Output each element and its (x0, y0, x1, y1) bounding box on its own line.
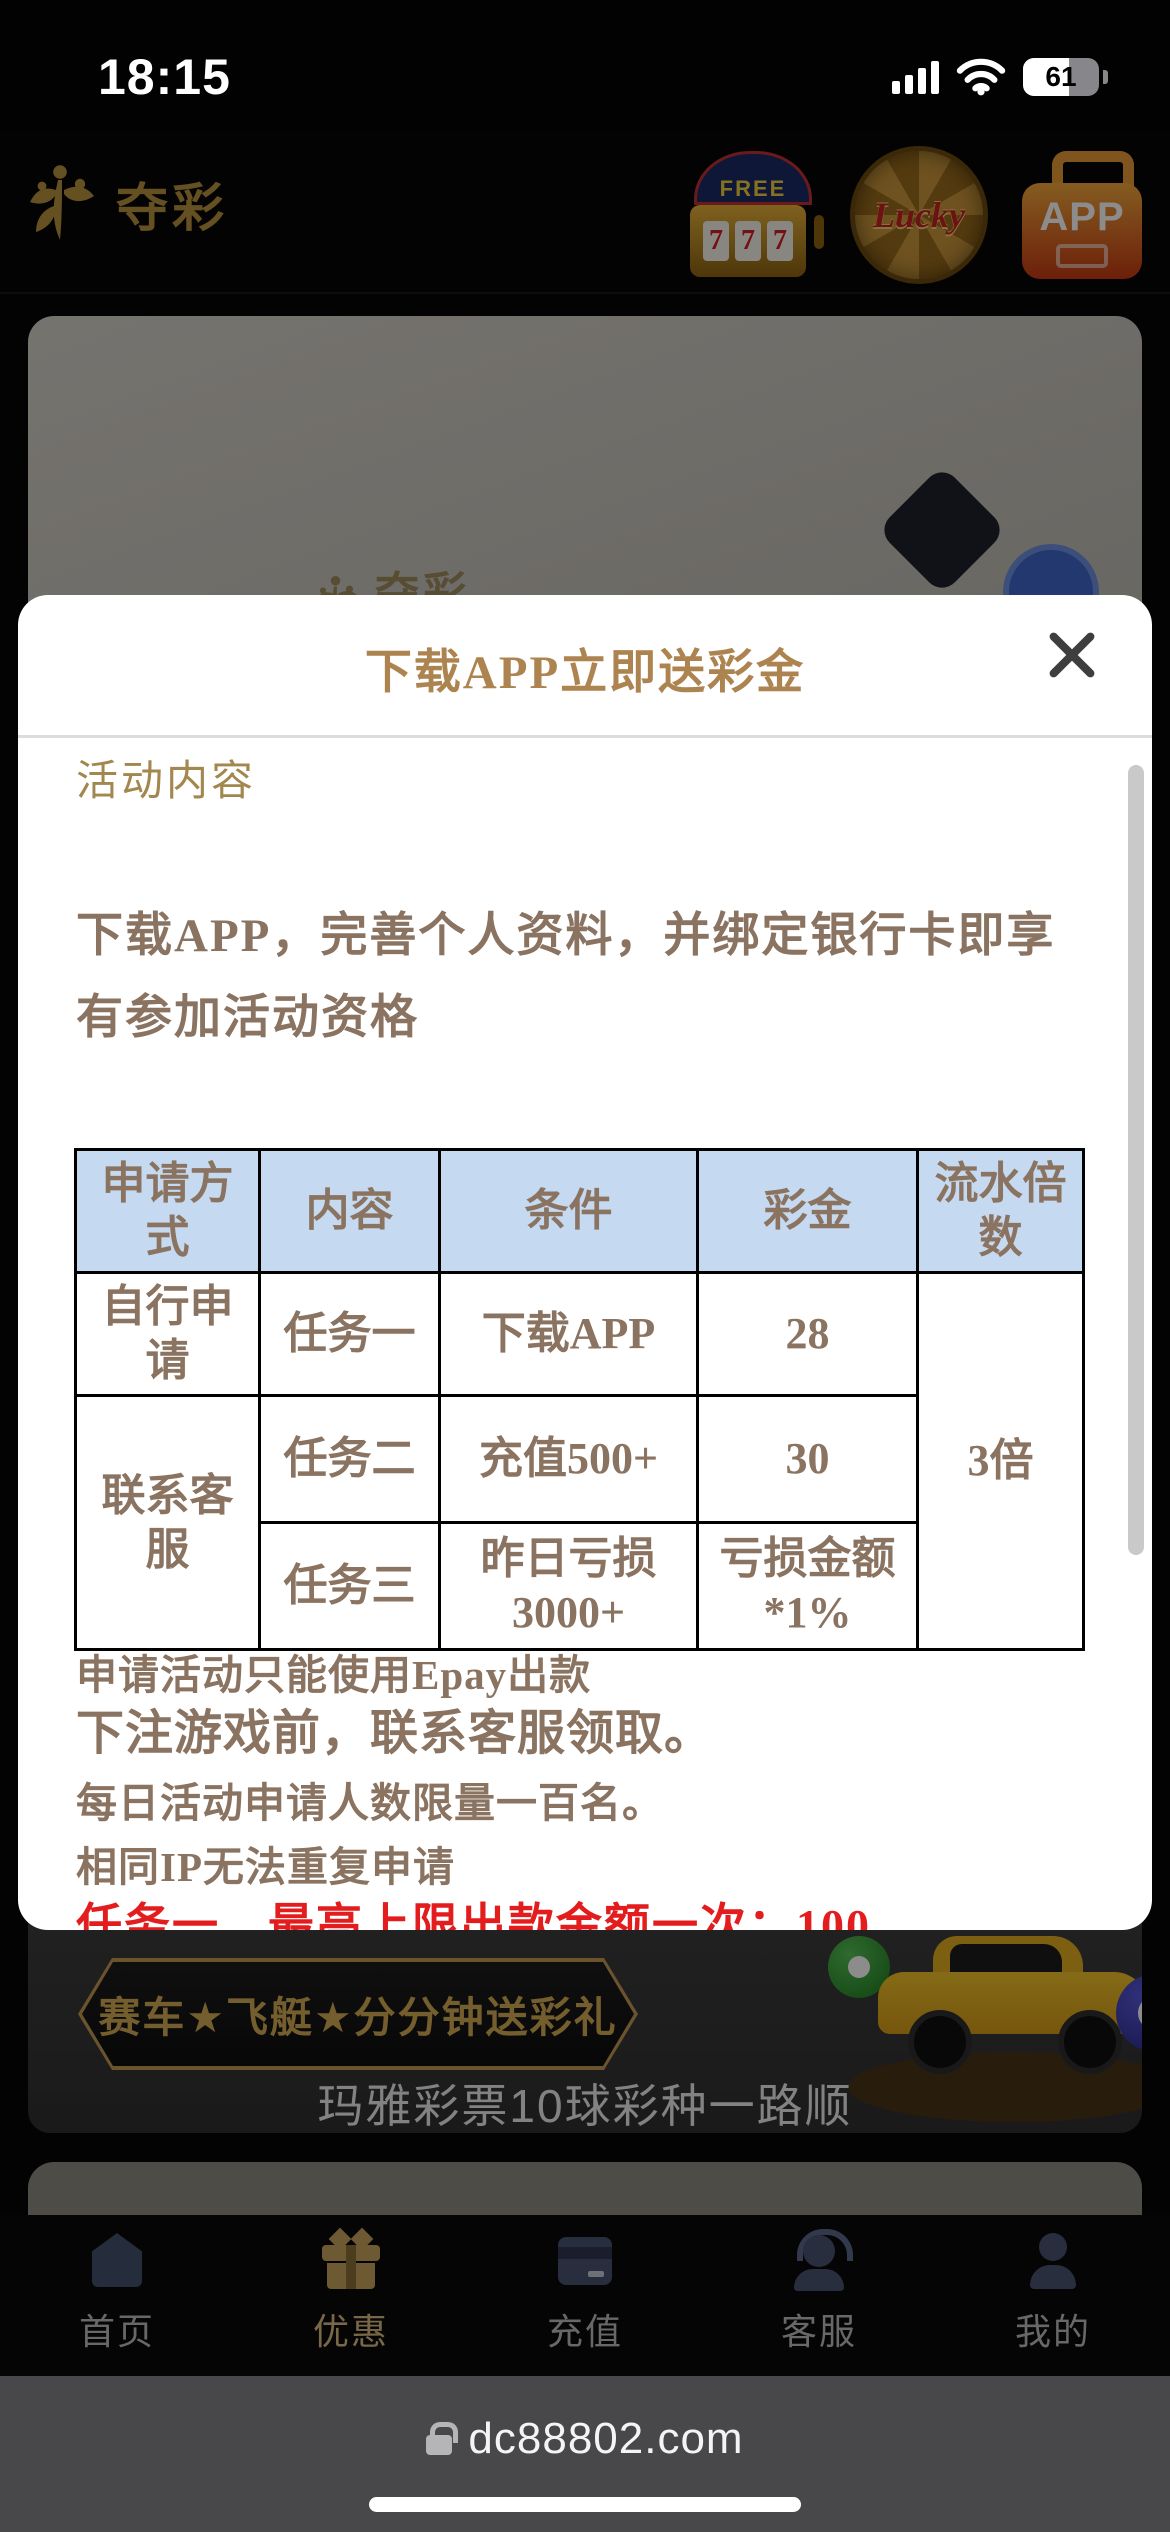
modal-intro: 下载APP，完善个人资料，并绑定银行卡即享有参加活动资格 (76, 910, 1056, 1044)
user-icon (1022, 2229, 1084, 2291)
address-bar[interactable]: dc88802.com (0, 2414, 1170, 2464)
note-ip: 相同IP无法重复申请 (76, 1844, 455, 1890)
brand-logo-icon (28, 158, 102, 249)
battery-icon: 61 (1023, 58, 1099, 96)
note-epay: 申请活动只能使用Epay出款 (76, 1652, 592, 1698)
note-limit: 每日活动申请人数限量一百名。 (76, 1780, 664, 1826)
clock: 18:15 (98, 49, 231, 105)
brand-name: 夺彩 (116, 180, 229, 238)
lock-icon (426, 2422, 459, 2456)
service-icon (788, 2229, 853, 2291)
promo-modal: 下载APP立即送彩金 活动内容 下载APP，完善个人资料，并绑定银行卡即享有参加… (18, 595, 1152, 1930)
home-indicator[interactable] (369, 2497, 801, 2512)
modal-title: 下载APP立即送彩金 (364, 647, 806, 699)
status-bar: 18:15 61 (0, 0, 1170, 130)
table-row: 自行申请 任务一 下载APP 28 3倍 (74, 1271, 1085, 1651)
brand-logo[interactable]: 夺彩 (28, 158, 228, 249)
racing-banner[interactable]: 赛车★飞艇★分分钟送彩礼 6 玛雅彩票10球彩种一路顺 (28, 1892, 1142, 2133)
app-promo-icon[interactable]: APP (1022, 151, 1142, 279)
gift-icon (320, 2227, 382, 2291)
header-promos: FREE 7 7 7 Lucky APP (688, 146, 1142, 284)
banner-caption: 玛雅彩票10球彩种一路顺 (317, 2080, 853, 2132)
warning-text: 任务一、最高上限出款金额一次：100 (76, 1900, 871, 1930)
lucky-promo-icon[interactable]: Lucky (850, 146, 988, 284)
nav-item-deposit[interactable]: 充值 (468, 2215, 702, 2376)
browser-chrome: dc88802.com (0, 2376, 1170, 2532)
slots-free-label: FREE (694, 151, 812, 205)
wifi-icon (956, 58, 1006, 96)
close-icon[interactable] (1034, 617, 1110, 693)
url-text: dc88802.com (468, 2414, 744, 2463)
nav-item-home[interactable]: 首页 (0, 2215, 234, 2376)
site-header: 夺彩 FREE 7 7 7 Lucky (0, 130, 1170, 294)
nav-item-service[interactable]: 客服 (702, 2215, 936, 2376)
card-icon (554, 2229, 616, 2291)
signal-icon (892, 60, 939, 94)
promo-table: 申请方式 内容 条件 彩金 流水倍数 自行申请 任务一 下载APP 28 3倍 … (74, 1148, 1085, 1651)
table-row: 联系客服 任务二 充值500+ 30 (74, 1394, 1084, 1651)
slots-promo-icon[interactable]: FREE 7 7 7 (688, 151, 824, 279)
note-contact: 下注游戏前，联系客服领取。 (76, 1707, 714, 1760)
bottom-nav: 首页 优惠 充值 客服 (0, 2215, 1170, 2376)
racing-badge: 赛车★飞艇★分分钟送彩礼 (78, 1958, 638, 2070)
nav-item-mine[interactable]: 我的 (936, 2215, 1170, 2376)
modal-scrollbar[interactable] (1128, 765, 1144, 1555)
modal-divider (18, 735, 1152, 738)
table-row: 任务三 昨日亏损3000+ 亏损金额*1% (76, 1521, 1084, 1651)
nav-item-promos[interactable]: 优惠 (234, 2215, 468, 2376)
section-title: 活动内容 (76, 757, 257, 804)
table-header-row: 申请方式 内容 条件 彩金 流水倍数 (74, 1148, 1085, 1274)
home-icon (86, 2229, 148, 2291)
